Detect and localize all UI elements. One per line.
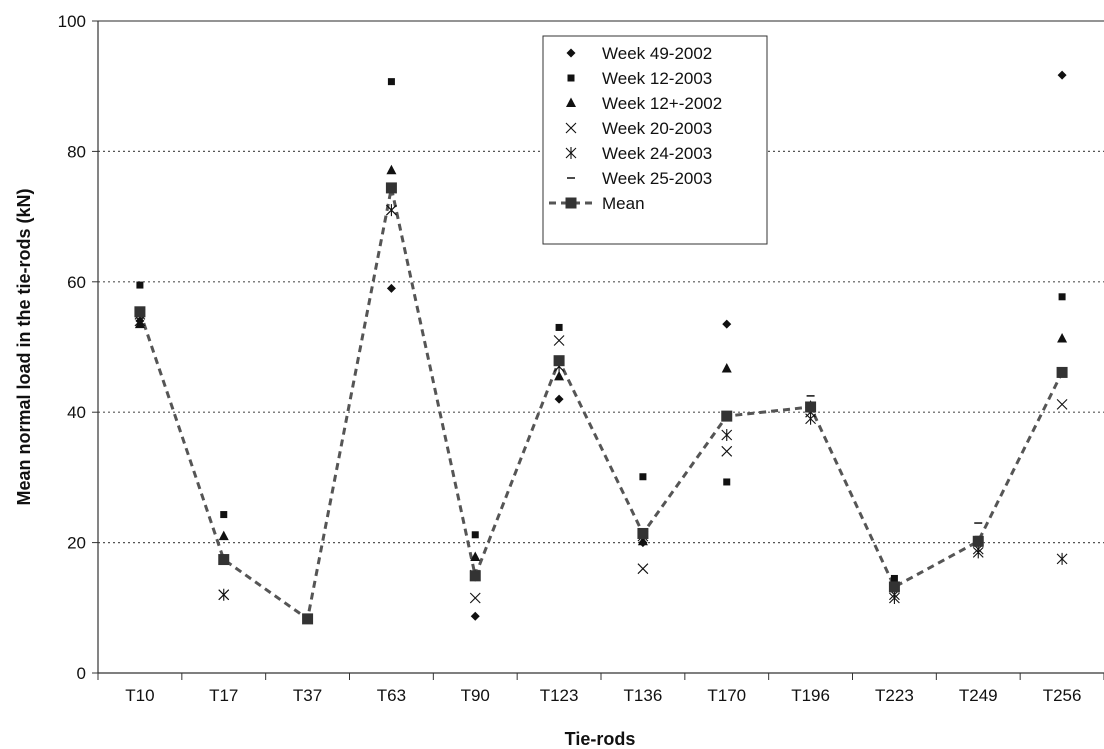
y-tick-label: 40 [67, 403, 86, 422]
legend-marker [566, 97, 576, 107]
point-week-12-2003 [555, 323, 563, 331]
legend-label: Week 12-2003 [602, 69, 712, 88]
point-week-49-2002 [470, 611, 480, 621]
x-tick-label: T90 [461, 686, 490, 705]
axes [92, 20, 1104, 680]
x-tick-label: T223 [875, 686, 914, 705]
x-tick-label: T196 [791, 686, 830, 705]
point-week-12-2003 [220, 511, 228, 519]
point-week-24-2003 [386, 204, 397, 217]
legend-label: Week 25-2003 [602, 169, 712, 188]
legend-marker [565, 197, 577, 209]
point-week-49-2002 [386, 283, 396, 293]
x-axis-title: Tie-rods [565, 729, 636, 749]
point-week-12-2002 [386, 164, 397, 175]
point-week-12-2003 [136, 281, 144, 289]
point-mean [805, 401, 817, 413]
point-mean [469, 570, 481, 582]
y-tick-label: 100 [58, 12, 86, 31]
x-tick-label: T63 [377, 686, 406, 705]
point-mean [218, 554, 230, 566]
x-tick-label: T10 [125, 686, 154, 705]
point-mean [637, 527, 649, 539]
point-week-12-2003 [387, 78, 395, 86]
point-week-12-2003 [723, 478, 731, 486]
point-mean [134, 306, 146, 318]
point-mean [721, 410, 733, 422]
point-week-24-2003 [889, 592, 900, 605]
point-mean [302, 613, 314, 625]
point-week-24-2003 [721, 429, 733, 442]
point-week-12-2003 [890, 574, 898, 582]
y-axis-title: Mean normal load in the tie-rods (kN) [14, 188, 34, 505]
y-tick-label: 60 [67, 273, 86, 292]
x-tick-label: T170 [707, 686, 746, 705]
point-week-49-2002 [1057, 70, 1067, 80]
legend-marker [567, 74, 575, 82]
point-week-12-2002 [218, 530, 229, 541]
point-week-24-2003 [972, 546, 984, 559]
point-week-49-2002 [554, 394, 564, 404]
point-mean [553, 355, 565, 367]
mean-line [138, 187, 1064, 622]
mean-series-line [138, 187, 1064, 622]
point-week-20-2003 [1056, 398, 1068, 410]
data-markers [134, 70, 1068, 625]
legend-box [542, 35, 768, 245]
x-tick-label: T256 [1043, 686, 1082, 705]
point-week-12-2003 [471, 531, 479, 539]
point-week-20-2003 [721, 445, 733, 457]
tick-labels: 0 20 40 60 80 100 T10 T17 T37 T63 T90 T123 T136 T170 T… [58, 12, 1082, 705]
legend-label: Mean [602, 194, 645, 213]
point-week-24-2003 [1056, 552, 1068, 565]
point-week-24-2003 [218, 588, 230, 601]
point-mean [1056, 366, 1068, 378]
point-week-12-2003 [639, 473, 647, 481]
point-week-20-2003 [469, 592, 481, 604]
legend-marker [565, 147, 577, 159]
legend-label: Week 49-2002 [602, 44, 712, 63]
point-week-24-2003 [805, 412, 816, 425]
point-mean [888, 581, 900, 593]
legend: Week 49-2002 Week 12-2003 Week 12+-2002 Wee… [542, 35, 768, 245]
point-week-49-2002 [722, 319, 732, 329]
x-tick-label: T37 [293, 686, 322, 705]
point-week-12-2002 [554, 370, 565, 381]
point-week-20-2003 [637, 563, 649, 575]
grid-lines [98, 20, 1104, 544]
y-tick-label: 0 [77, 664, 86, 683]
legend-marker [565, 122, 577, 134]
point-week-20-2003 [553, 335, 565, 346]
point-mean [972, 535, 984, 547]
x-tick-label: T249 [959, 686, 998, 705]
legend-marker [566, 48, 576, 58]
x-tick-label: T136 [624, 686, 663, 705]
x-tick-label: T17 [209, 686, 238, 705]
point-week-12-2003 [1058, 293, 1066, 301]
point-week-12-2002 [721, 363, 732, 373]
y-tick-label: 20 [67, 534, 86, 553]
point-week-12-2002 [470, 551, 481, 561]
x-tick-label: T123 [540, 686, 579, 705]
legend-label: Week 12+-2002 [602, 94, 722, 113]
y-tick-label: 80 [67, 142, 86, 161]
point-week-12-2002 [1057, 333, 1068, 343]
legend-label: Week 24-2003 [602, 144, 712, 163]
point-mean [385, 182, 397, 194]
legend-label: Week 20-2003 [602, 119, 712, 138]
